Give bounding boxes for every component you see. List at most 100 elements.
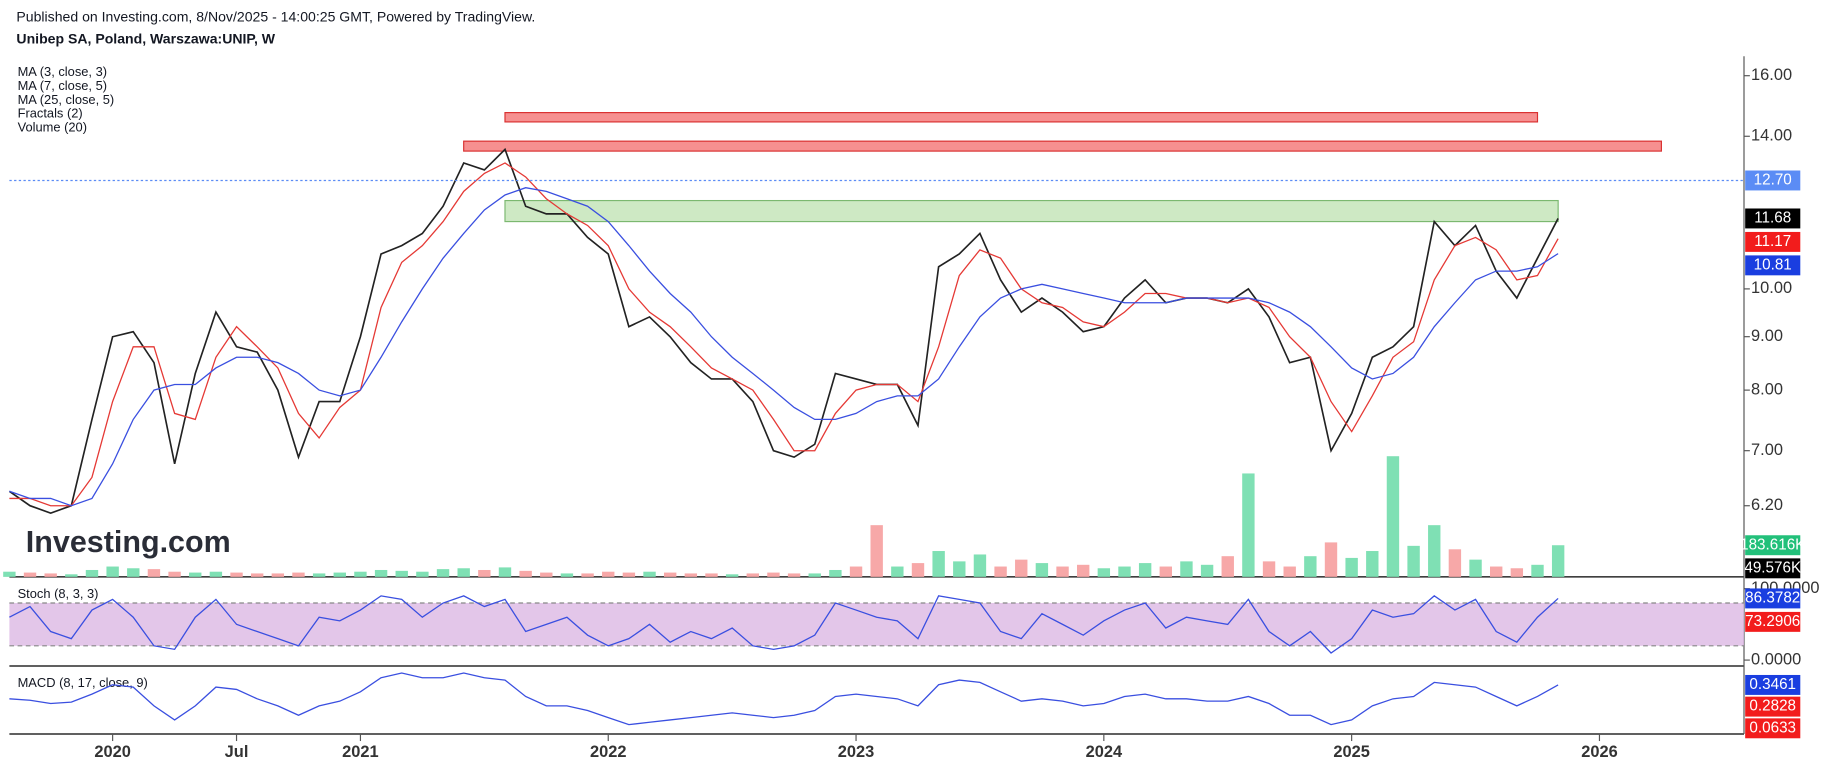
- symbol-title: Unibep SA, Poland, Warszawa:UNIP, W: [16, 31, 275, 47]
- volume-bar: [1076, 564, 1090, 577]
- volume-bar: [478, 569, 491, 577]
- volume-bar: [436, 569, 450, 577]
- legend-entry: Volume (20): [18, 119, 87, 134]
- volume-bar: [1407, 545, 1420, 577]
- volume-bar: [602, 571, 615, 577]
- x-tick-label: 2021: [342, 743, 379, 761]
- value-label: 10.81: [1754, 256, 1792, 273]
- volume-bar: [1531, 564, 1544, 577]
- price-line: [8, 147, 1559, 514]
- volume-bar: [560, 573, 574, 577]
- value-label: 11.68: [1754, 209, 1791, 226]
- volume-bar: [292, 572, 305, 577]
- volume-bar: [1242, 473, 1255, 577]
- volume-bar: [1015, 559, 1028, 577]
- volume-bar: [65, 574, 78, 577]
- volume-bar: [1469, 559, 1482, 577]
- value-box: [1745, 696, 1801, 717]
- volume-bar: [973, 554, 987, 577]
- volume-bar: [3, 571, 16, 577]
- volume-bar: [395, 570, 408, 577]
- volume-bar: [849, 566, 863, 577]
- stoch-line: [9, 595, 1559, 654]
- volume-bar: [1448, 549, 1462, 577]
- value-box: [1745, 231, 1801, 252]
- y-tick-label: 6.20: [1751, 496, 1783, 514]
- y-tick-label: 14.00: [1751, 127, 1792, 145]
- value-box: [1745, 674, 1801, 695]
- volume-bar: [891, 566, 904, 577]
- volume-bar: [230, 572, 243, 577]
- volume-bar: [189, 572, 202, 577]
- volume-bar: [1283, 566, 1296, 577]
- volume-bar: [1221, 556, 1234, 577]
- volume-bar: [1490, 566, 1503, 577]
- volume-bar: [1118, 566, 1131, 577]
- volume-bar: [767, 572, 780, 577]
- volume-bar: [540, 572, 553, 577]
- volume-bar: [1180, 561, 1193, 577]
- y-tick-label: 10.00: [1751, 279, 1792, 297]
- x-tick-label: 2020: [94, 743, 131, 761]
- value-label: 73.2906: [1745, 613, 1800, 630]
- value-box: [1745, 170, 1801, 191]
- volume-bar: [1345, 557, 1358, 577]
- volume-bar: [705, 573, 718, 577]
- value-box: [1745, 718, 1801, 739]
- value-box: [1745, 535, 1801, 556]
- volume-bar: [1366, 551, 1379, 577]
- value-label: 0.0633: [1749, 719, 1796, 736]
- value-label: 11.17: [1754, 233, 1791, 250]
- volume-bar: [127, 568, 140, 577]
- volume-bar: [374, 569, 388, 577]
- volume-bar: [168, 571, 181, 577]
- volume-bar: [457, 568, 470, 577]
- value-box: [1745, 208, 1801, 229]
- volume-bar: [106, 566, 119, 577]
- volume-bar: [354, 571, 367, 577]
- volume-bar: [581, 573, 594, 577]
- volume-bar: [85, 569, 99, 577]
- x-tick-label: 2023: [838, 743, 875, 761]
- volume-bar: [1428, 525, 1441, 577]
- volume-bar: [498, 567, 512, 577]
- volume-bar: [870, 525, 883, 577]
- value-label: 49.576K: [1744, 559, 1801, 576]
- volume-bar: [1138, 563, 1152, 577]
- volume-bar: [209, 571, 223, 577]
- y-tick-label: 8.00: [1751, 380, 1783, 398]
- volume-bar: [147, 569, 161, 577]
- macd-line: [9, 672, 1559, 726]
- volume-bar: [746, 573, 759, 577]
- x-tick-label: 2024: [1086, 743, 1123, 761]
- zone: [463, 140, 1662, 152]
- x-tick-label: 2025: [1333, 743, 1370, 761]
- value-box: [1745, 611, 1801, 632]
- volume-bar: [663, 572, 677, 577]
- x-tick-label: 2022: [590, 743, 627, 761]
- volume-bar: [643, 571, 656, 577]
- value-label: 12.70: [1754, 172, 1792, 189]
- legend-entry: MA (3, close, 3): [18, 64, 107, 79]
- volume-bar: [312, 573, 326, 577]
- volume-bar: [250, 573, 264, 577]
- price-line: [9, 162, 1559, 507]
- price-line: [9, 187, 1559, 507]
- volume-bar: [1159, 566, 1172, 577]
- zone: [504, 112, 1539, 123]
- legend-entry: MA (7, close, 5): [18, 78, 107, 93]
- macd-title: MACD (8, 17, close, 9): [18, 675, 148, 690]
- volume-bar: [1551, 545, 1565, 577]
- y-tick-label: 7.00: [1751, 441, 1783, 459]
- volume-bar: [1304, 556, 1317, 577]
- value-box: [1745, 588, 1801, 609]
- y-tick-label: 9.00: [1751, 327, 1783, 345]
- value-box: [1745, 558, 1801, 579]
- value-label: 0.2828: [1749, 698, 1796, 715]
- x-tick-label: 2026: [1581, 743, 1618, 761]
- volume-bar: [333, 572, 346, 577]
- stoch-band: [9, 602, 1745, 646]
- volume-bar: [1056, 566, 1069, 577]
